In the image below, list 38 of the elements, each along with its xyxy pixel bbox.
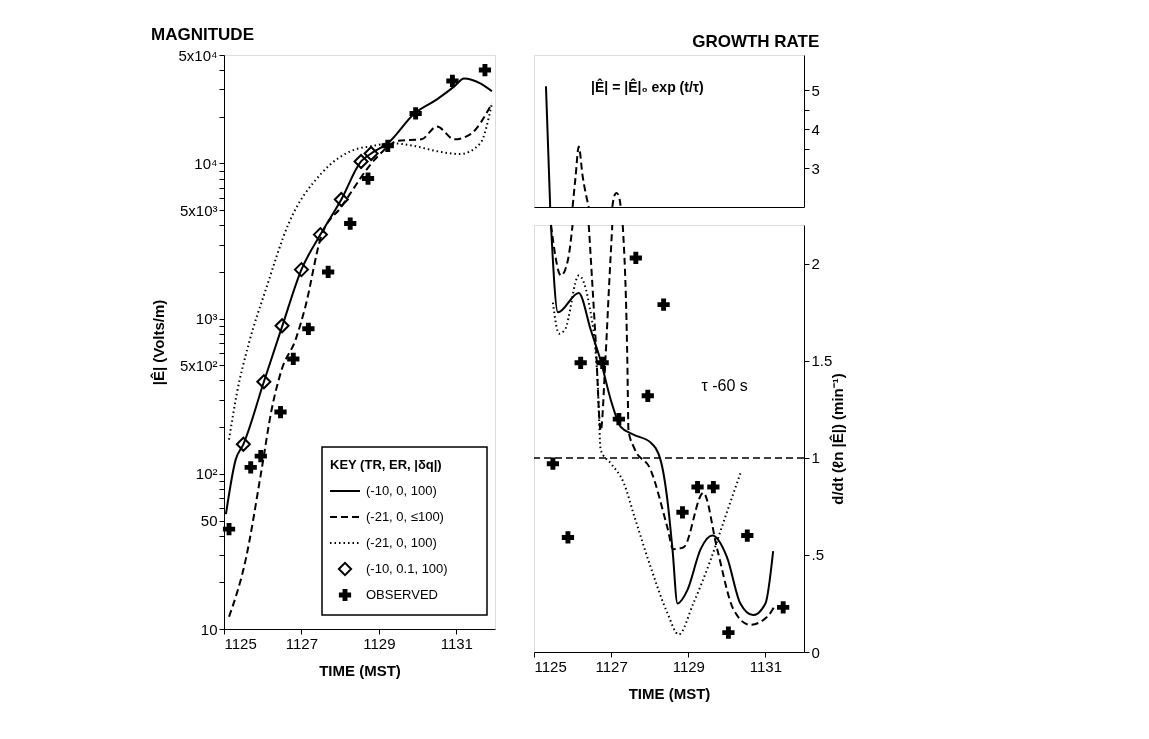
x-axis-title: TIME (MST)	[319, 661, 401, 679]
y-tick-label: 10	[200, 620, 218, 638]
x-tick-label: 1127	[595, 657, 628, 675]
legend-label: (-21, 0, ≤100)	[366, 509, 444, 524]
y-axis-title: |Ê| (Volts/m)	[149, 299, 167, 386]
y-tick-label: 1	[811, 449, 820, 467]
legend-label: OBSERVED	[366, 587, 439, 602]
x-tick-label: 1131	[749, 657, 783, 675]
y-tick-label: 3	[811, 159, 820, 177]
x-tick-label: 1125	[534, 657, 567, 675]
chart-title: GROWTH RATE	[692, 32, 820, 51]
x-tick-label: 1131	[440, 634, 473, 652]
y-tick-label: 50	[200, 512, 218, 530]
legend-label: (-10, 0.1, 100)	[366, 561, 448, 576]
x-tick-label: 1127	[285, 634, 319, 652]
x-tick-label: 1129	[363, 634, 396, 652]
y-tick-label: 10³	[195, 310, 218, 328]
y-tick-label: 5x10²	[179, 356, 218, 374]
y-tick-label: 10²	[195, 465, 218, 483]
y-tick-label: 1.5	[811, 352, 833, 370]
y-tick-label: 2	[811, 255, 820, 273]
ref-line-label: τ -60 s	[701, 376, 748, 394]
y-tick-label: 5x10³	[179, 201, 218, 219]
y-tick-label: 5	[811, 81, 820, 99]
x-tick-label: 1129	[672, 657, 705, 675]
legend-label: (-10, 0, 100)	[366, 483, 437, 498]
annotation: |Ê| = |Ê|₀ exp (t/τ)	[591, 78, 704, 96]
x-axis-title: TIME (MST)	[628, 684, 711, 702]
y-tick-label: 0	[811, 643, 820, 661]
y-tick-label: 10⁴	[194, 154, 218, 172]
y-axis-title: d/dt (ℓn |Ê|) (min⁻¹)	[829, 373, 847, 505]
legend-label: (-21, 0, 100)	[366, 535, 437, 550]
y-tick-label: 5x10⁴	[178, 46, 218, 64]
chart-title: MAGNITUDE	[151, 25, 254, 44]
y-tick-label: .5	[811, 546, 825, 564]
x-tick-label: 1125	[224, 634, 257, 652]
legend-title: KEY (TR, ER, |δq|)	[330, 457, 442, 472]
y-tick-label: 4	[811, 120, 820, 138]
